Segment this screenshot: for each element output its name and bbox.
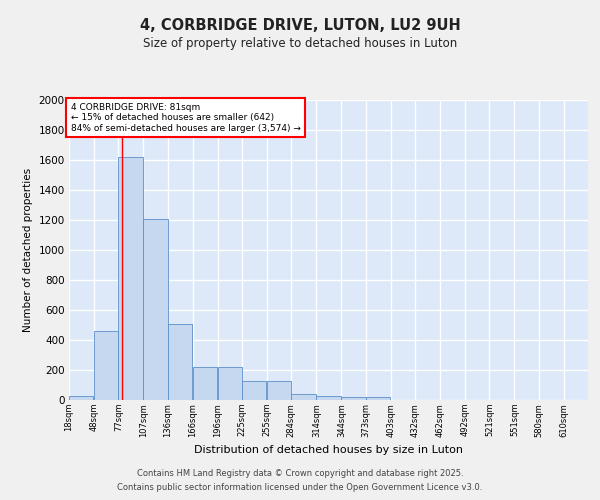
Bar xyxy=(341,397,365,400)
X-axis label: Distribution of detached houses by size in Luton: Distribution of detached houses by size … xyxy=(194,445,463,455)
Text: Size of property relative to detached houses in Luton: Size of property relative to detached ho… xyxy=(143,38,457,51)
Text: Contains HM Land Registry data © Crown copyright and database right 2025.: Contains HM Land Registry data © Crown c… xyxy=(137,468,463,477)
Bar xyxy=(292,394,316,400)
Bar xyxy=(94,331,118,400)
Text: 4, CORBRIDGE DRIVE, LUTON, LU2 9UH: 4, CORBRIDGE DRIVE, LUTON, LU2 9UH xyxy=(140,18,460,32)
Text: 4 CORBRIDGE DRIVE: 81sqm
← 15% of detached houses are smaller (642)
84% of semi-: 4 CORBRIDGE DRIVE: 81sqm ← 15% of detach… xyxy=(71,103,301,133)
Bar xyxy=(143,218,167,400)
Bar xyxy=(167,324,192,400)
Bar xyxy=(316,396,341,400)
Y-axis label: Number of detached properties: Number of detached properties xyxy=(23,168,33,332)
Bar xyxy=(218,367,242,400)
Bar xyxy=(365,397,390,400)
Bar xyxy=(69,396,93,400)
Bar xyxy=(118,157,143,400)
Bar xyxy=(242,380,266,400)
Bar xyxy=(193,367,217,400)
Text: Contains public sector information licensed under the Open Government Licence v3: Contains public sector information licen… xyxy=(118,484,482,492)
Bar xyxy=(267,380,292,400)
